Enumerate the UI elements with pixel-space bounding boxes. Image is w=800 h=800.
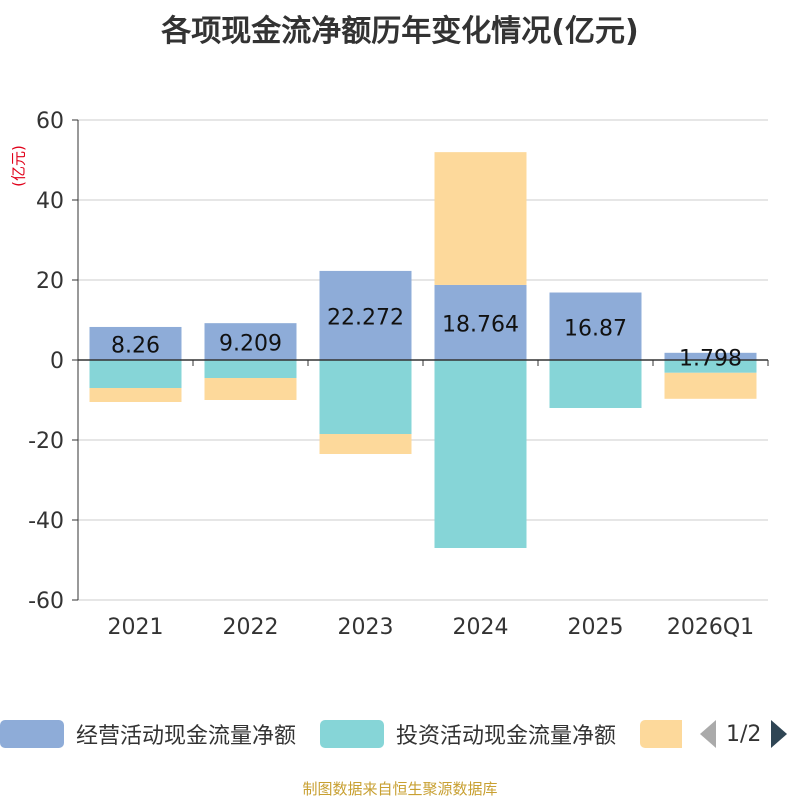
data-label-operating: 18.764 [442,312,519,337]
legend-swatch-financing [640,720,682,748]
bar-operating-2024 [434,284,527,360]
x-tick-label: 2023 [338,615,394,640]
data-label-operating: 16.87 [564,316,627,341]
bar-operating-2025 [549,292,642,360]
legend-label-operating: 经营活动现金流量净额 [76,724,297,749]
legend-swatch-investing [320,720,384,748]
bar-investing-2026Q1 [664,360,757,373]
y-tick-label: 40 [36,189,64,214]
y-tick-label: -60 [28,589,64,614]
legend-item-investing[interactable]: 投资活动现金流量净额 [320,716,616,752]
bar-financing-2021 [89,388,182,402]
bar-investing-2021 [89,360,182,388]
y-tick-label: 20 [36,269,64,294]
bar-investing-2022 [204,360,297,378]
legend-item-operating[interactable]: 经营活动现金流量净额 [0,716,296,752]
x-tick-label: 2024 [453,615,509,640]
bar-chart: 60 40 20 0 -20 -40 -60 2021 2022 2023 2024 2025 2026… [28,109,769,640]
bar-investing-2023 [319,360,412,434]
bar-financing-2024 [434,152,527,285]
bar-operating-2021 [89,326,182,360]
data-source-note: 制图数据来自恒生聚源数据库 [302,780,498,798]
bar-operating-2022 [204,323,297,360]
bar-operating-2026Q1 [664,352,757,360]
next-page-icon[interactable] [771,720,788,748]
bar-investing-2024 [434,360,527,548]
x-tick-label: 2025 [568,615,624,640]
data-label-operating: 8.26 [111,333,160,358]
legend-label-investing: 投资活动现金流量净额 [396,724,617,749]
legend-item-financing[interactable] [640,716,682,752]
data-label-operating: 1.798 [679,346,742,371]
bar-financing-2026Q1 [664,372,757,399]
bar-financing-2023 [319,434,412,454]
y-tick-label: -20 [28,429,64,454]
data-label-operating: 22.272 [327,305,404,330]
bar-investing-2025 [549,360,642,408]
legend-pager: 1/2 [700,716,788,752]
y-tick-label: 0 [50,349,64,374]
bar-operating-2023 [319,270,412,360]
legend: 经营活动现金流量净额 投资活动现金流量净额 [0,716,800,752]
y-tick-label: -40 [28,509,64,534]
prev-page-icon[interactable] [700,720,716,748]
x-tick-label: 2022 [223,615,279,640]
legend-swatch-operating [0,720,64,748]
chart-title: 各项现金流净额历年变化情况(亿元) [161,14,639,49]
data-label-operating: 9.209 [219,332,282,357]
y-tick-label: 60 [36,109,64,134]
legend-page-indicator: 1/2 [726,721,762,747]
x-tick-label: 2026Q1 [667,615,754,640]
x-tick-label: 2021 [108,615,164,640]
bar-financing-2022 [204,378,297,400]
